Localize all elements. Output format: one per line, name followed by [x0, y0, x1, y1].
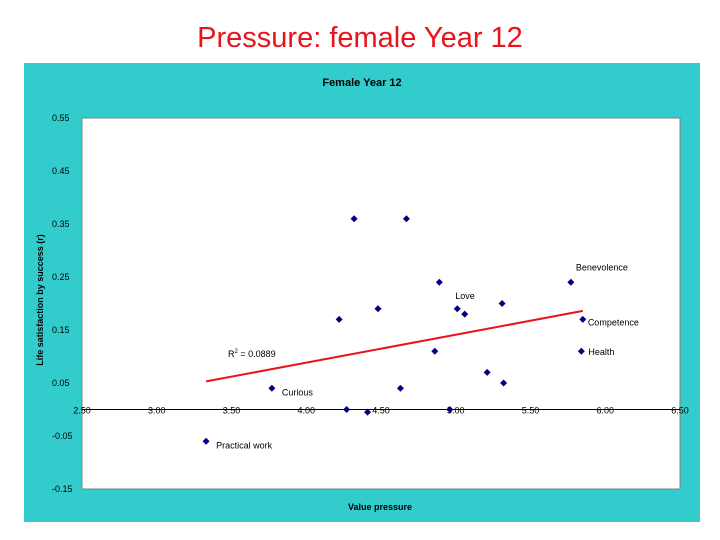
y-tick-label: 0.25	[52, 272, 70, 282]
x-tick-label: 5.50	[522, 406, 540, 416]
x-tick-label: 6.00	[596, 406, 614, 416]
y-tick-label: 0.55	[52, 113, 70, 123]
point-label: Curious	[282, 387, 314, 397]
r-squared-superscript: 2	[235, 349, 239, 355]
y-tick-label: 0.05	[52, 378, 70, 388]
data-point	[577, 347, 585, 355]
x-tick-label: 4.50	[372, 406, 390, 416]
x-tick-label: 3.50	[223, 406, 241, 416]
data-point	[500, 379, 508, 387]
r-squared-annotation: R2 = 0.0889	[228, 349, 276, 359]
data-point	[268, 384, 276, 392]
data-point	[446, 406, 454, 413]
x-tick-label: 5.00	[447, 406, 465, 416]
x-tick-label: 6.50	[671, 406, 689, 416]
point-label: Love	[455, 291, 475, 301]
r-squared-value: = 0.0889	[238, 349, 276, 359]
point-label: Practical work	[216, 440, 273, 450]
x-tick-label: 4.00	[297, 406, 315, 416]
y-tick-label: 0.35	[52, 219, 70, 229]
data-point	[343, 406, 351, 413]
point-label: Health	[588, 347, 614, 357]
x-axis-label: Value pressure	[348, 502, 412, 512]
y-tick-label: 0.15	[52, 325, 70, 335]
data-point	[402, 215, 410, 223]
trendline	[205, 309, 584, 383]
data-point	[202, 437, 210, 445]
data-point	[364, 408, 372, 416]
x-tick-label: 2.50	[73, 406, 91, 416]
y-tick-label: 0.45	[52, 166, 70, 176]
plot-area	[81, 117, 681, 490]
data-point	[350, 215, 358, 223]
y-axis-label: Life satisfaction by success (r)	[35, 234, 45, 366]
data-point	[335, 315, 343, 323]
data-point	[461, 310, 469, 318]
data-point	[435, 278, 443, 286]
y-tick-label: -0.05	[52, 431, 73, 441]
data-point	[579, 315, 587, 323]
data-point	[567, 278, 575, 286]
data-point	[453, 305, 461, 313]
x-tick-label: 3.00	[148, 406, 166, 416]
y-tick-label: -0.15	[52, 484, 73, 494]
data-point	[431, 347, 439, 355]
point-label: Competence	[588, 317, 639, 327]
data-point	[483, 368, 491, 376]
data-point	[498, 300, 506, 307]
data-point	[374, 305, 382, 313]
data-point	[396, 384, 404, 392]
chart-title: Female Year 12	[322, 77, 401, 89]
slide-title: Pressure: female Year 12	[197, 22, 523, 54]
r-squared-symbol: R	[228, 349, 235, 359]
point-label: Benevolence	[576, 262, 628, 272]
